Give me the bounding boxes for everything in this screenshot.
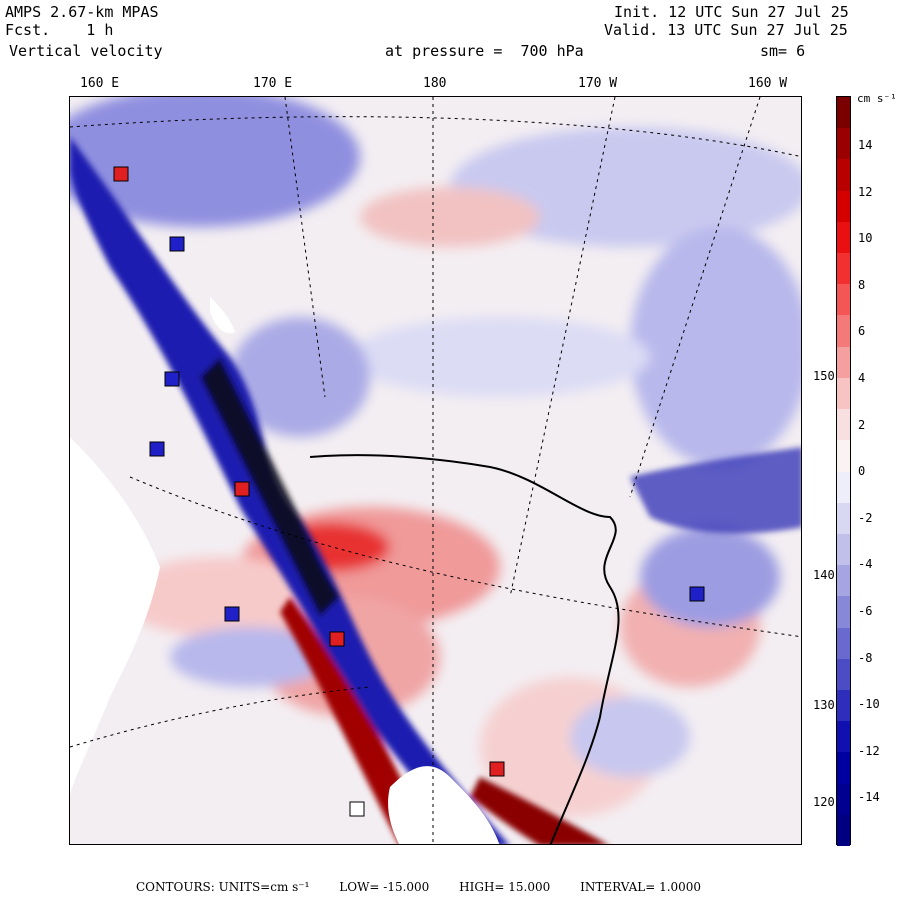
colorbar-swatch: [837, 565, 850, 597]
colorbar: [836, 96, 851, 847]
colorbar-swatch: [837, 627, 850, 660]
colorbar-tick-label: 2: [858, 417, 866, 432]
colorbar-tick-label: 10: [858, 231, 873, 246]
contour-low: LOW= -15.000: [339, 880, 430, 894]
colorbar-swatch: [837, 221, 850, 254]
colorbar-swatch: [837, 440, 850, 472]
colorbar-tick-label: 14: [858, 138, 873, 152]
colorbar-swatch: [837, 253, 850, 285]
colorbar-swatch: [837, 752, 850, 785]
colorbar-swatch: [837, 783, 850, 816]
smoothing-label: sm= 6: [760, 42, 806, 60]
colorbar-swatch: [837, 814, 850, 847]
colorbar-tick-label: -12: [858, 743, 880, 758]
colorbar-swatch: [837, 409, 850, 441]
map-field-svg: [70, 97, 801, 844]
colorbar-swatch: [837, 346, 850, 379]
lon-label-160e: 160 E: [80, 76, 120, 91]
colorbar-swatch: [837, 658, 850, 691]
forecast-hours: 1 h: [86, 21, 114, 39]
pressure-level: at pressure = 700 hPa: [385, 42, 584, 60]
colorbar-swatch: [837, 128, 850, 160]
colorbar-swatch: [837, 721, 850, 753]
colorbar-tick-label: 8: [858, 277, 866, 292]
colorbar-tick-label: 12: [858, 184, 873, 199]
forecast-label: Fcst. 1 h: [5, 21, 113, 39]
colorbar-tick-label: 6: [858, 324, 866, 339]
colorbar-unit: cm s⁻¹: [857, 92, 897, 105]
colorbar-tick-label: -10: [858, 697, 880, 712]
init-time: Init. 12 UTC Sun 27 Jul 25: [614, 3, 849, 21]
colorbar-tick-label: -8: [858, 650, 873, 665]
colorbar-swatch: [837, 190, 850, 223]
colorbar-swatch: [837, 689, 850, 722]
colorbar-swatch: [837, 159, 850, 192]
colorbar-tick-label: -4: [858, 557, 873, 572]
colorbar-tick-label: -6: [858, 604, 873, 618]
lon-label-180: 180: [423, 76, 447, 91]
colorbar-swatch: [837, 377, 850, 410]
colorbar-swatch: [837, 596, 850, 629]
vertical-velocity-map: [69, 96, 802, 845]
valid-time: Valid. 13 UTC Sun 27 Jul 25: [604, 21, 848, 39]
field-name: Vertical velocity: [9, 42, 163, 60]
colorbar-swatch: [837, 471, 850, 504]
colorbar-tick-label: -14: [858, 790, 880, 805]
lon-label-160w: 160 W: [748, 76, 788, 91]
colorbar-tick-label: 0: [858, 464, 866, 479]
contour-high: HIGH= 15.000: [459, 880, 551, 894]
colorbar-tick-label: -2: [858, 510, 873, 525]
colorbar-tick-label: 4: [858, 371, 866, 385]
model-title: AMPS 2.67-km MPAS: [5, 3, 159, 21]
contour-info: CONTOURS: UNITS=cm s⁻¹ LOW= -15.000 HIGH…: [136, 880, 727, 894]
colorbar-swatch: [837, 284, 850, 316]
colorbar-swatch: [837, 315, 850, 348]
colorbar-swatch: [837, 502, 850, 535]
colorbar-swatch: [837, 533, 850, 566]
forecast-text: Fcst.: [5, 21, 51, 39]
lon-label-170w: 170 W: [578, 76, 618, 91]
contour-interval: INTERVAL= 1.0000: [580, 880, 702, 894]
lon-label-170e: 170 E: [253, 76, 293, 91]
contour-units: CONTOURS: UNITS=cm s⁻¹: [136, 880, 310, 894]
colorbar-swatch: [837, 97, 850, 129]
